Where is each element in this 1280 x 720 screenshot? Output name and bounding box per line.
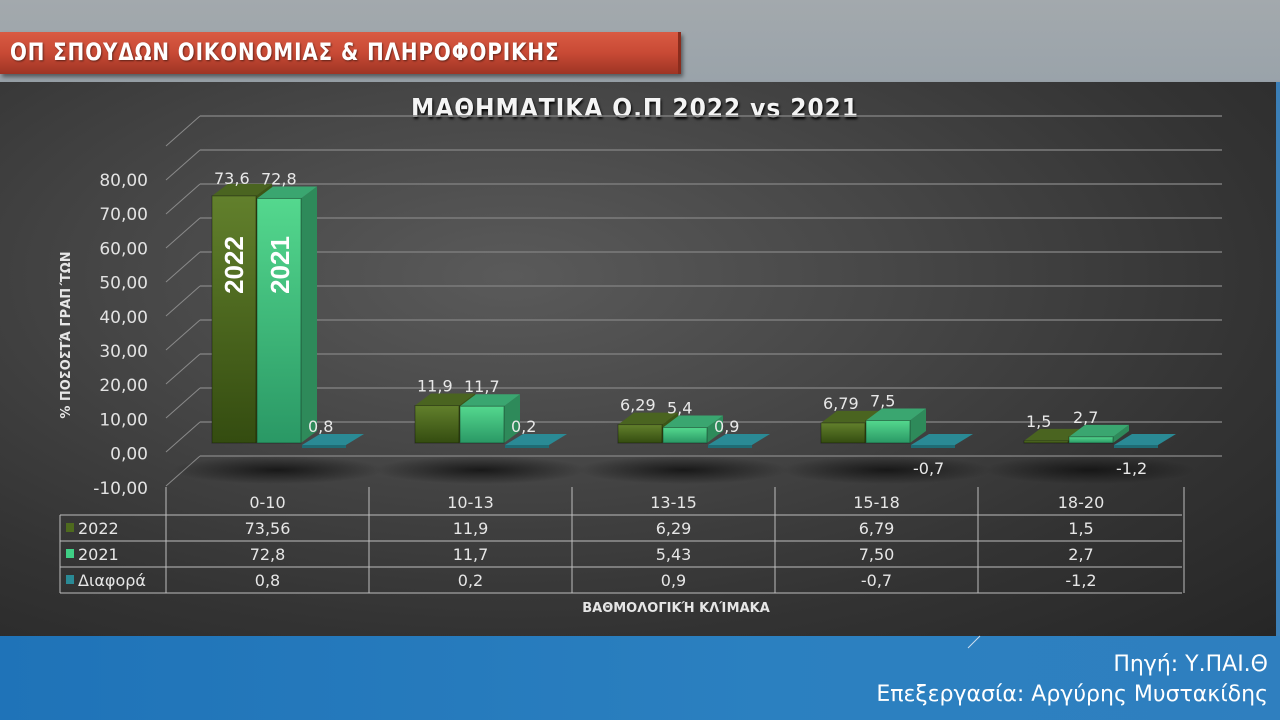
x-category-label: 10-13: [447, 493, 494, 512]
table-cell: 7,50: [859, 545, 895, 564]
decorative-strip: [1276, 82, 1280, 636]
x-axis-title: ΒΑΘΜΟΛΟΓΙΚΉ ΚΛΊΜΑΚΑ: [582, 601, 770, 616]
label-2022: 6,29: [620, 396, 656, 415]
y-tick-label: 70,00: [99, 205, 148, 225]
chart-title: ΜΑΘΗΜΑΤΙΚΑ Ο.Π 2022 vs 2021: [411, 94, 859, 124]
table-cell: 11,7: [453, 545, 489, 564]
bar-2021: [662, 415, 723, 444]
label-2022: 1,5: [1026, 412, 1051, 431]
bar-2021: [459, 394, 520, 444]
y-tick-label: 20,00: [99, 376, 148, 396]
y-tick-label: 40,00: [99, 308, 148, 328]
bar-year-label: 2022: [219, 236, 249, 294]
bar-diff: [302, 434, 364, 445]
x-category-label: 13-15: [650, 493, 697, 512]
y-axis-title: % ΠΟΣΟΣΤΆ ΓΡΑΠ΄ΤΩΝ: [59, 251, 74, 418]
bar-year-label: 2021: [265, 236, 295, 294]
label-diff: -1,2: [1116, 459, 1147, 478]
x-category-label: 18-20: [1058, 493, 1105, 512]
bar-diff: [708, 434, 770, 445]
legend-swatch: [66, 575, 74, 584]
legend-swatch: [66, 523, 74, 532]
y-tick-label: 10,00: [99, 410, 148, 430]
credit-text: Επεξεργασία: Αργύρης Μυστακίδης: [876, 682, 1268, 707]
label-2021: 5,4: [667, 399, 692, 418]
legend-label: 2021: [78, 545, 119, 564]
label-2021: 72,8: [261, 169, 297, 188]
slide-title: ΟΠ ΣΠΟΥΔΩΝ ΟΙΚΟΝΟΜΙΑΣ & ΠΛΗΡΟΦΟΡΙΚΗΣ: [10, 38, 560, 66]
label-2022: 6,79: [823, 394, 859, 413]
y-tick-label: -10,00: [93, 479, 148, 499]
label-2021: 11,7: [464, 377, 500, 396]
table-cell: 6,29: [656, 519, 692, 538]
table-cell: -0,7: [861, 571, 892, 590]
legend-label: 2022: [78, 519, 119, 538]
table-cell: 6,79: [859, 519, 895, 538]
legend-swatch: [66, 549, 74, 558]
y-tick-label: 60,00: [99, 239, 148, 259]
table-cell: 72,8: [250, 545, 286, 564]
label-2021: 7,5: [870, 392, 895, 411]
bar-2021: [1068, 424, 1129, 444]
slide-header: ΟΠ ΣΠΟΥΔΩΝ ΟΙΚΟΝΟΜΙΑΣ & ΠΛΗΡΟΦΟΡΙΚΗΣ: [0, 32, 681, 74]
table-cell: 1,5: [1068, 519, 1093, 538]
bar-2021: [865, 408, 926, 444]
label-diff: 0,9: [714, 417, 739, 436]
table-cell: 0,9: [661, 571, 686, 590]
table-cell: 0,8: [255, 571, 280, 590]
label-diff: 0,8: [308, 417, 333, 436]
bar-diff: [911, 434, 973, 445]
label-diff: 0,2: [511, 417, 536, 436]
bar-diff: [505, 434, 567, 445]
table-cell: 73,56: [245, 519, 291, 538]
label-2021: 2,7: [1073, 408, 1098, 427]
bar-2021: [256, 186, 317, 444]
y-tick-label: 0,00: [110, 445, 148, 465]
table-cell: -1,2: [1065, 571, 1096, 590]
source-text: Πηγή: Υ.ΠΑΙ.Θ: [1113, 652, 1268, 677]
table-cell: 5,43: [656, 545, 692, 564]
table-cell: 11,9: [453, 519, 489, 538]
x-category-label: 0-10: [249, 493, 285, 512]
bar-diff: [1114, 434, 1176, 445]
label-diff: -0,7: [913, 459, 944, 478]
table-cell: 0,2: [458, 571, 483, 590]
label-2022: 11,9: [417, 377, 453, 396]
footer-band: [0, 636, 1280, 720]
legend-label: Διαφορά: [78, 571, 146, 590]
x-category-label: 15-18: [853, 493, 900, 512]
y-tick-label: 80,00: [99, 171, 148, 191]
table-cell: 2,7: [1068, 545, 1093, 564]
label-2022: 73,6: [214, 169, 250, 188]
y-tick-label: 50,00: [99, 274, 148, 294]
y-tick-label: 30,00: [99, 342, 148, 362]
